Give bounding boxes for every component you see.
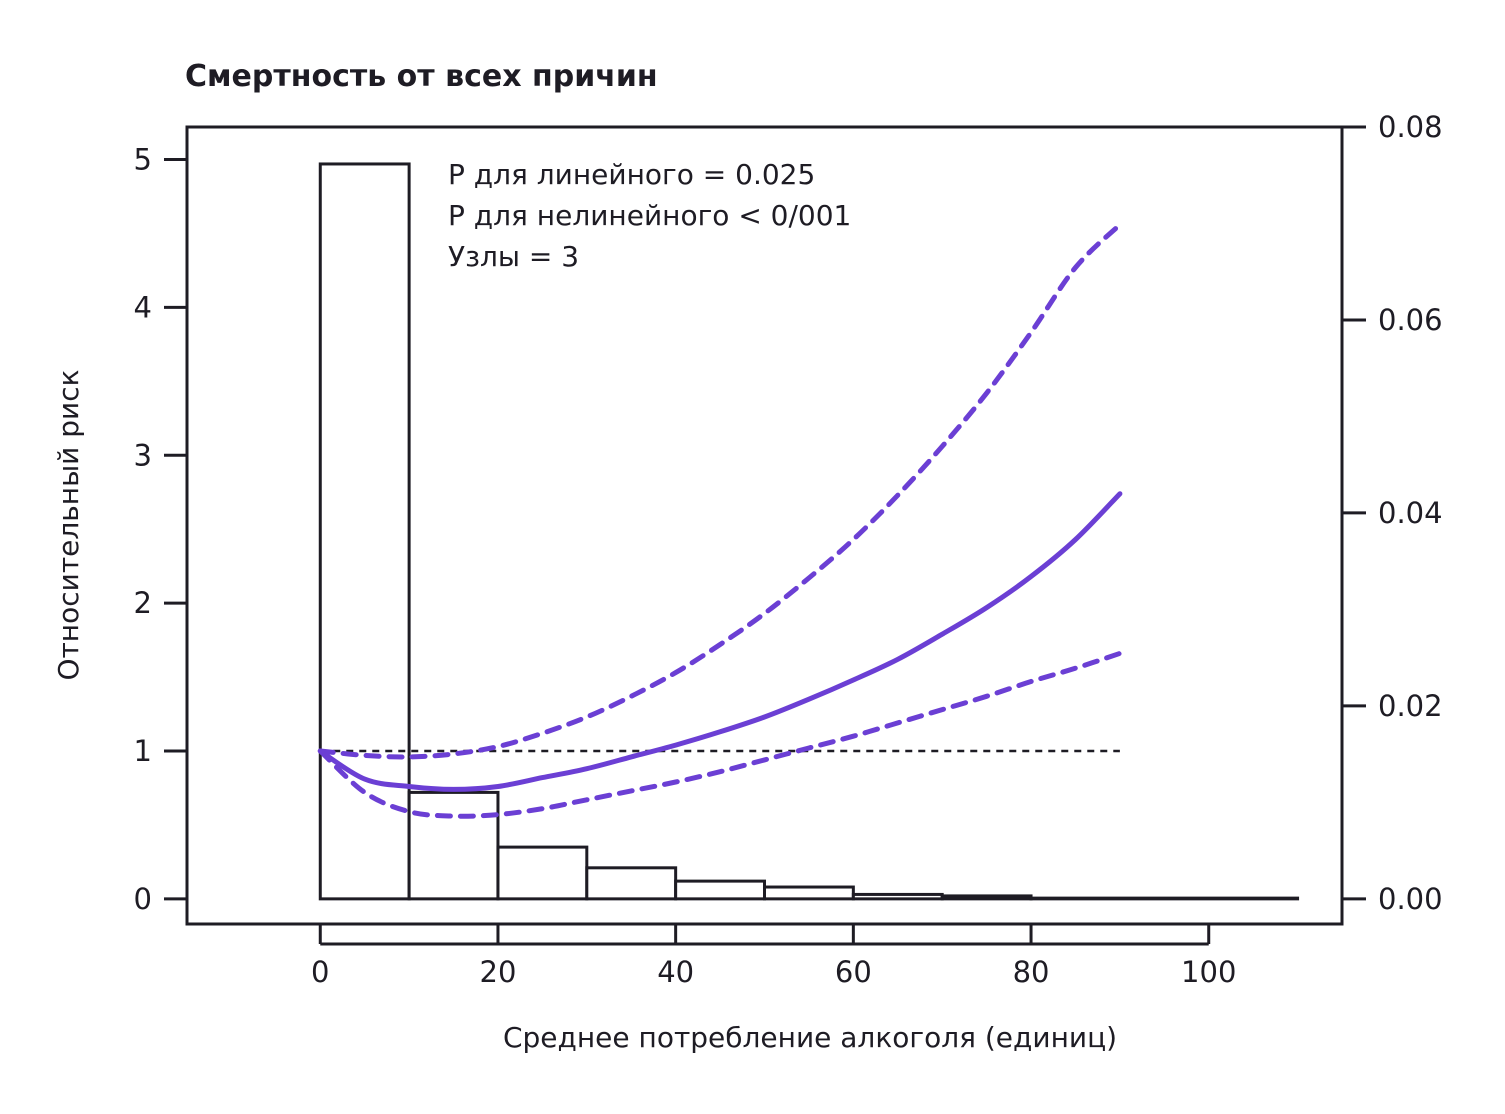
x-axis: 0 20 40 60 80 100 bbox=[311, 924, 1236, 989]
chart-title: Смертность от всех причин bbox=[185, 59, 658, 94]
x-tick-label: 0 bbox=[311, 955, 329, 989]
x-tick-label: 20 bbox=[480, 955, 517, 989]
y2-tick-label: 0.04 bbox=[1378, 496, 1443, 530]
histogram-bar bbox=[585, 866, 678, 901]
annotation-nonlinear-p: P для нелинейного < 0/001 bbox=[448, 199, 851, 232]
histogram-bar bbox=[763, 885, 855, 901]
y-axis-left: 0 1 2 3 4 5 bbox=[134, 143, 189, 916]
annotation-knots: Узлы = 3 bbox=[448, 240, 579, 273]
x-tick-label: 60 bbox=[835, 955, 872, 989]
series-line-lower bbox=[317, 650, 1123, 819]
annotation-linear-p: P для линейного = 0.025 bbox=[448, 158, 815, 191]
histogram-bar bbox=[940, 894, 1033, 901]
y2-tick-label: 0.02 bbox=[1378, 689, 1443, 723]
y-tick-label: 1 bbox=[134, 734, 152, 768]
histogram-bar bbox=[407, 790, 500, 901]
y-tick-label: 4 bbox=[134, 290, 152, 324]
y-axis-right: 0.00 0.02 0.04 0.06 0.08 bbox=[1342, 110, 1443, 916]
histogram-bar bbox=[674, 879, 767, 901]
y-tick-label: 5 bbox=[134, 143, 152, 177]
y2-tick-label: 0.00 bbox=[1378, 882, 1443, 916]
y-axis-label: Относительный риск bbox=[52, 369, 85, 680]
y2-tick-label: 0.08 bbox=[1378, 110, 1443, 144]
histogram-bar bbox=[851, 892, 944, 901]
series-layer bbox=[317, 222, 1123, 819]
histogram-bar bbox=[1029, 896, 1300, 901]
y2-tick-label: 0.06 bbox=[1378, 303, 1443, 337]
histogram-bar bbox=[496, 845, 589, 901]
y-tick-label: 3 bbox=[134, 438, 152, 472]
y-tick-label: 0 bbox=[134, 882, 152, 916]
histogram bbox=[318, 162, 1300, 901]
annotations: P для линейного = 0.025 P для нелинейног… bbox=[448, 158, 851, 273]
series-line-upper bbox=[317, 222, 1123, 760]
x-axis-label: Среднее потребление алкоголя (единиц) bbox=[503, 1021, 1117, 1054]
series-line-estimate bbox=[317, 491, 1123, 792]
histogram-bar bbox=[318, 162, 411, 901]
x-tick-label: 40 bbox=[657, 955, 694, 989]
x-tick-label: 100 bbox=[1181, 955, 1236, 989]
y-tick-label: 2 bbox=[134, 586, 152, 620]
x-tick-label: 80 bbox=[1013, 955, 1050, 989]
